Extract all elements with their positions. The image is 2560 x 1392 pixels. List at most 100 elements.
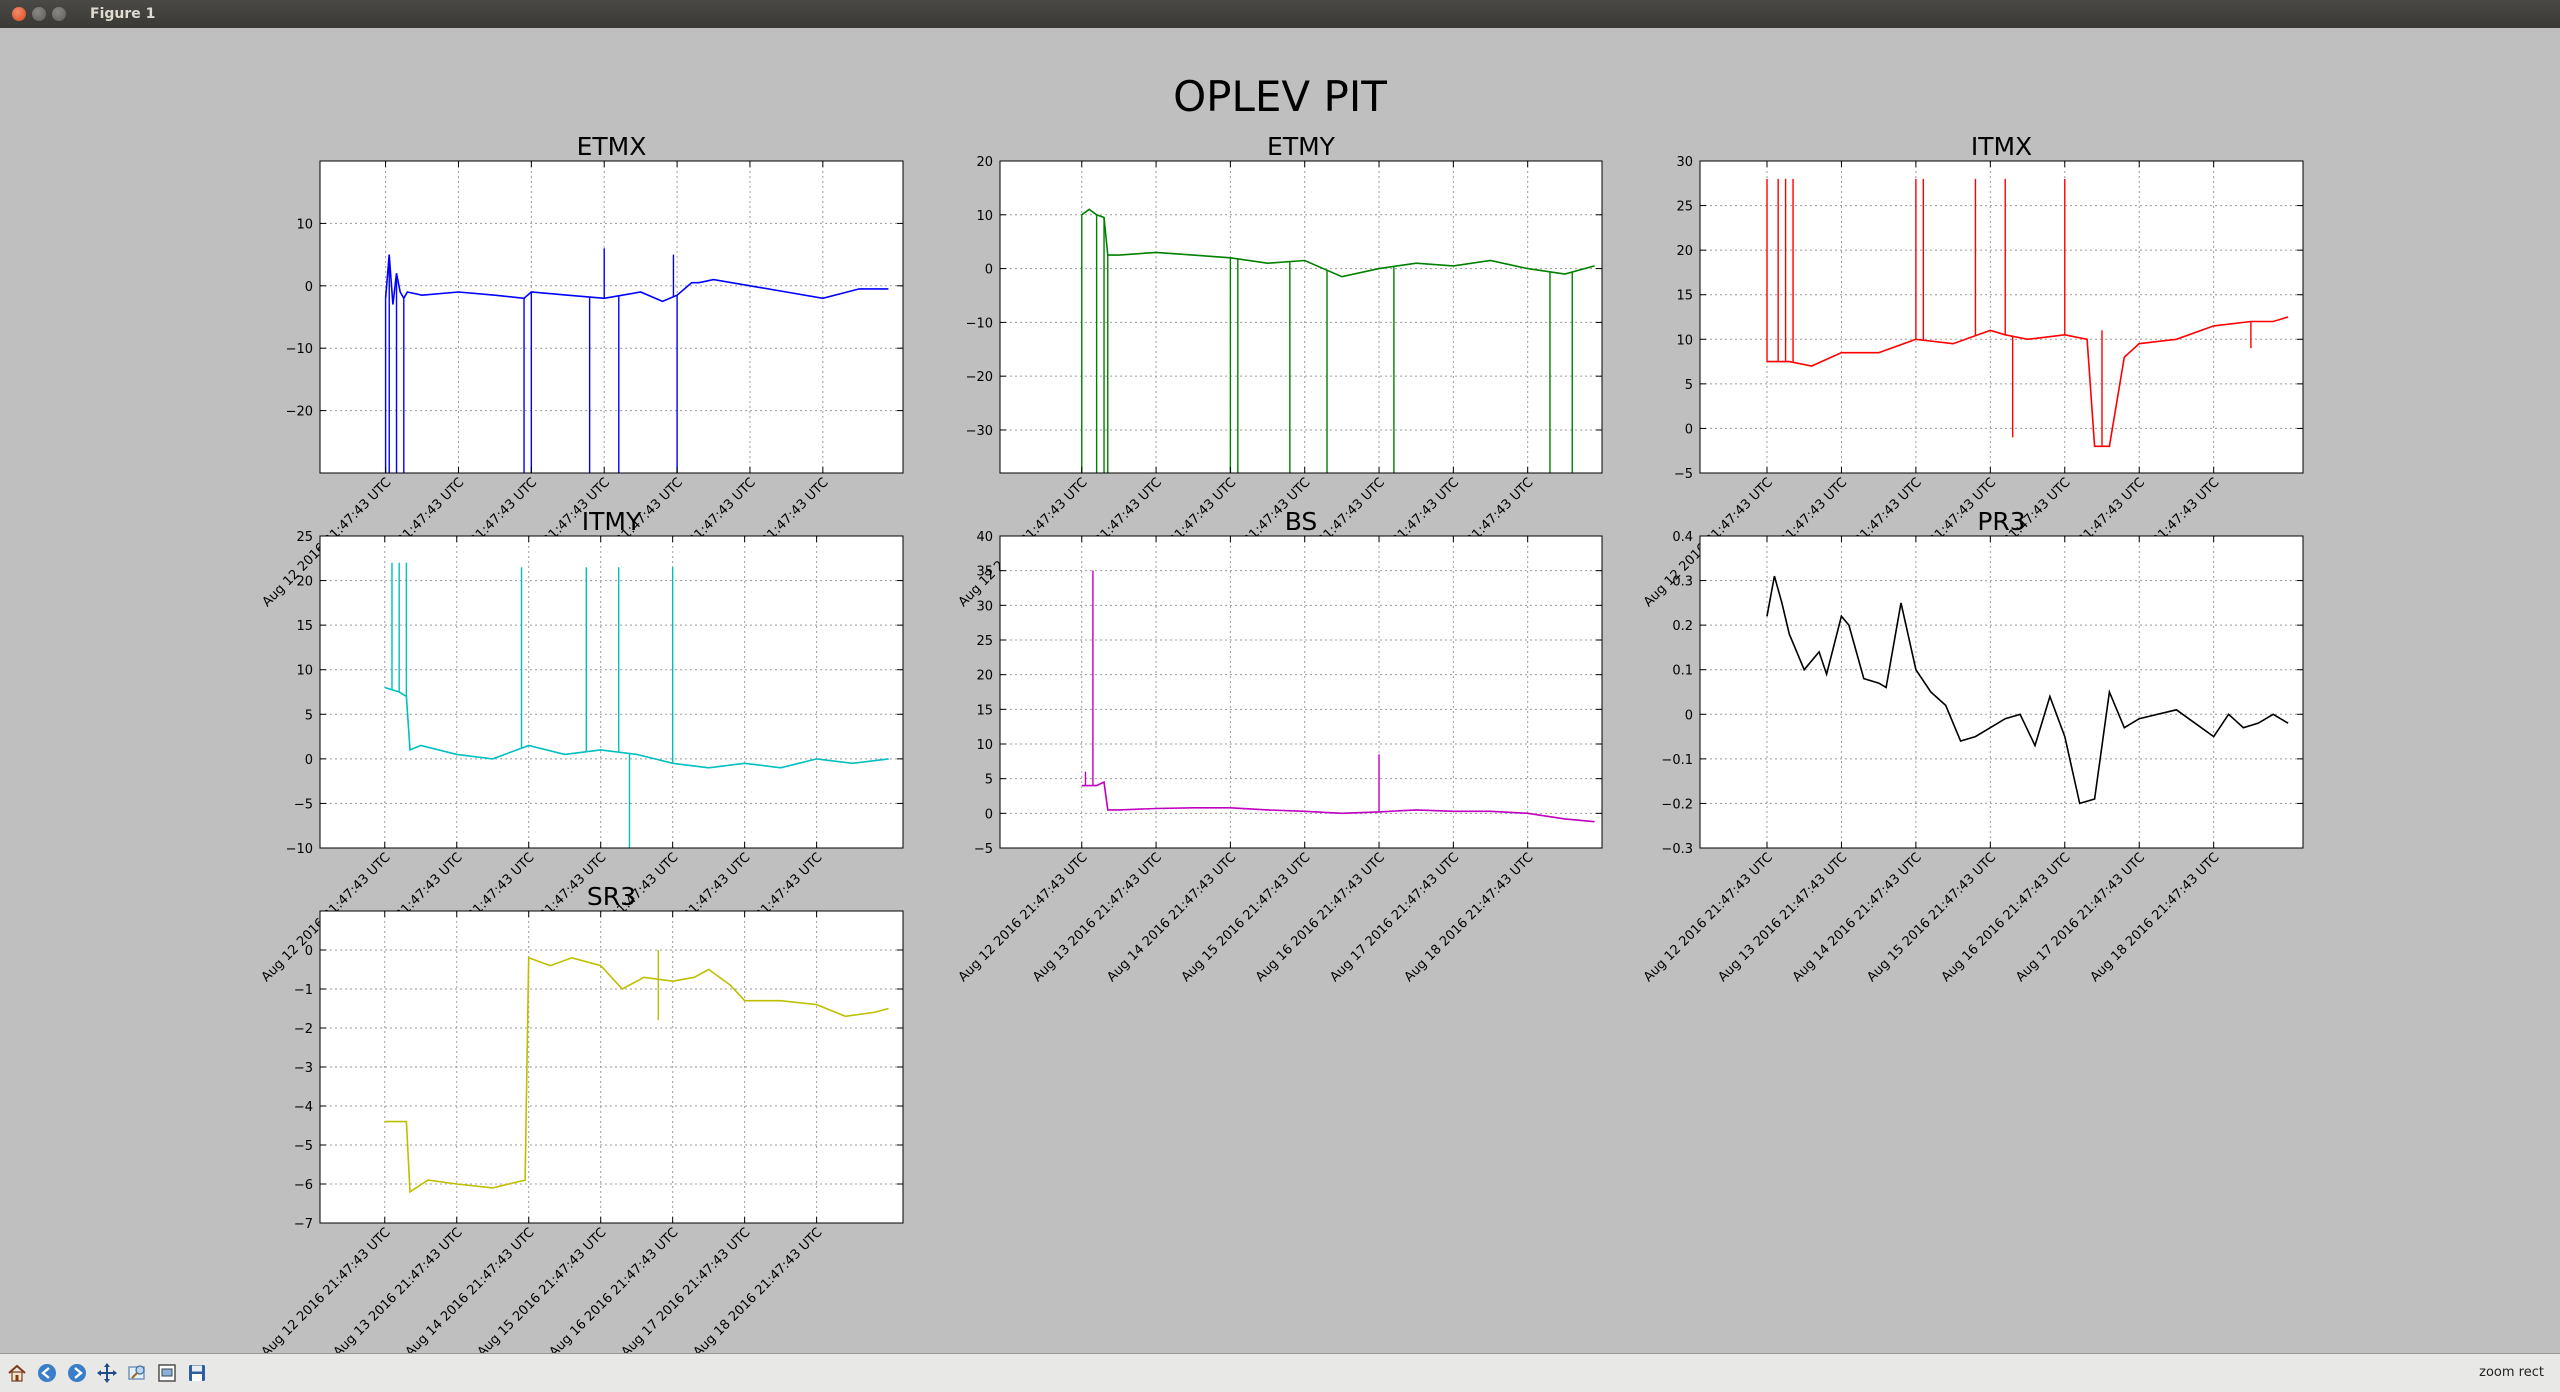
y-tick-label: −6 — [294, 1178, 313, 1193]
pan-button[interactable] — [94, 1360, 120, 1386]
x-tick-label: Aug 16 2016 21:47:43 UTC — [1939, 850, 2074, 985]
navigation-toolbar: zoom rect — [0, 1353, 2560, 1392]
x-tick-label: Aug 17 2016 21:47:43 UTC — [2013, 850, 2148, 985]
y-tick-label: −7 — [294, 1217, 313, 1232]
y-tick-label: 30 — [1676, 155, 1693, 170]
x-tick-label: Aug 18 2016 21:47:43 UTC — [1402, 850, 1537, 985]
save-icon — [189, 1365, 205, 1381]
x-tick-label: Aug 13 2016 21:47:43 UTC — [331, 1225, 466, 1353]
y-tick-label: 0 — [1685, 708, 1693, 723]
x-tick-label: Aug 15 2016 21:47:43 UTC — [475, 1225, 610, 1353]
y-tick-label: −20 — [966, 370, 993, 385]
axes-frame — [319, 160, 904, 474]
series-line — [1081, 208, 1595, 278]
x-tick-label: Aug 18 2016 21:47:43 UTC — [691, 1225, 826, 1353]
y-tick-label: 20 — [976, 669, 993, 684]
y-tick-label: −0.1 — [1661, 753, 1693, 768]
y-tick-label: −20 — [286, 405, 313, 420]
subplot-title: ETMY — [1267, 132, 1336, 161]
y-tick-label: 10 — [976, 738, 993, 753]
axes-frame — [999, 535, 1603, 849]
y-tick-label: 0 — [1685, 422, 1693, 437]
y-tick-label: −3 — [294, 1061, 313, 1076]
x-tick-label: Aug 12 2016 21:47:43 UTC — [956, 850, 1091, 985]
y-tick-label: −30 — [966, 424, 993, 439]
y-tick-label: 15 — [976, 703, 993, 718]
plot-area[interactable] — [1700, 161, 2303, 473]
y-tick-label: 5 — [1685, 378, 1693, 393]
y-tick-label: 20 — [976, 155, 993, 170]
plot-area[interactable] — [1000, 536, 1602, 848]
subplot-title: ETMX — [577, 132, 647, 161]
subplot-title: PR3 — [1977, 507, 2025, 536]
series-line — [1767, 316, 2289, 448]
x-tick-label: Aug 13 2016 21:47:43 UTC — [1715, 850, 1850, 985]
save-button[interactable] — [184, 1360, 210, 1386]
window-close-button[interactable] — [12, 7, 26, 21]
y-tick-label: −0.3 — [1661, 842, 1693, 857]
y-tick-label: 0 — [305, 280, 313, 295]
x-tick-label: Aug 13 2016 21:47:43 UTC — [1030, 850, 1165, 985]
y-tick-label: −2 — [294, 1022, 313, 1037]
x-tick-label: Aug 12 2016 21:47:43 UTC — [259, 1225, 394, 1353]
x-tick-label: Aug 14 2016 21:47:43 UTC — [1104, 850, 1239, 985]
x-tick-label: Aug 17 2016 21:47:43 UTC — [1327, 850, 1462, 985]
series-line — [384, 956, 889, 1194]
y-tick-label: 0 — [985, 807, 993, 822]
y-tick-label: 10 — [1676, 333, 1693, 348]
pan-icon — [97, 1363, 117, 1383]
configure-subplots-icon — [158, 1364, 176, 1382]
y-tick-label: 0.1 — [1672, 664, 1693, 679]
figure-suptitle: OPLEV PIT — [1173, 72, 1387, 121]
axes-frame — [1699, 160, 2304, 474]
x-tick-label: Aug 15 2016 21:47:43 UTC — [1864, 850, 1999, 985]
forward-icon — [68, 1364, 86, 1382]
plot-area[interactable] — [1000, 161, 1602, 473]
subplot-pr3[interactable]: −0.3 −0.2 −0.1 0 0.1 0.2 0.3 0.4 Aug 12 2016 21:… — [1641, 507, 2304, 985]
y-tick-label: −5 — [974, 842, 993, 857]
y-tick-label: −5 — [1674, 467, 1693, 482]
y-tick-label: −10 — [966, 316, 993, 331]
window-title: Figure 1 — [90, 6, 156, 22]
series-line — [384, 254, 889, 305]
y-tick-label: 25 — [296, 530, 313, 545]
y-tick-label: 30 — [976, 599, 993, 614]
x-tick-label: Aug 12 2016 21:47:43 UTC — [1641, 850, 1776, 985]
back-button[interactable] — [34, 1360, 60, 1386]
toolbar-mode-status: zoom rect — [2479, 1365, 2544, 1380]
configure-subplots-button[interactable] — [154, 1360, 180, 1386]
window-titlebar: Figure 1 — [0, 0, 2560, 28]
y-tick-label: −4 — [294, 1100, 313, 1115]
plot-area[interactable] — [320, 161, 903, 473]
plot-area[interactable] — [1700, 536, 2303, 848]
y-tick-label: −1 — [294, 983, 313, 998]
subplot-title: ITMX — [1971, 132, 2032, 161]
window-minimize-button[interactable] — [32, 7, 46, 21]
y-tick-label: 5 — [985, 773, 993, 788]
y-tick-label: −5 — [294, 1139, 313, 1154]
series-line — [1081, 780, 1595, 823]
y-tick-label: −0.2 — [1661, 797, 1693, 812]
y-tick-label: 0 — [305, 944, 313, 959]
subplot-bs[interactable]: −5 0 5 10 15 20 25 30 35 40 Aug 12 2016 21:47:43 U… — [956, 507, 1603, 985]
subplot-title: ITMY — [582, 507, 642, 536]
y-tick-label: −5 — [294, 797, 313, 812]
y-tick-label: 15 — [1676, 289, 1693, 304]
plot-area[interactable] — [320, 536, 903, 848]
zoom-button[interactable] — [124, 1360, 150, 1386]
forward-button[interactable] — [64, 1360, 90, 1386]
y-tick-label: 0 — [305, 753, 313, 768]
y-tick-label: 15 — [296, 619, 313, 634]
window-maximize-button[interactable] — [52, 7, 66, 21]
series-line — [1766, 575, 2289, 805]
y-tick-label: 20 — [296, 575, 313, 590]
back-icon — [38, 1364, 56, 1382]
home-button[interactable] — [4, 1360, 30, 1386]
y-tick-label: 0.4 — [1672, 530, 1693, 545]
zoom-icon — [128, 1365, 145, 1380]
y-tick-label: 5 — [305, 708, 313, 723]
x-tick-label: Aug 17 2016 21:47:43 UTC — [619, 1225, 754, 1353]
figure-canvas[interactable]: OPLEV PIT −20 −10 0 10 Aug 12 2016 21:47:43 … — [0, 28, 2560, 1353]
